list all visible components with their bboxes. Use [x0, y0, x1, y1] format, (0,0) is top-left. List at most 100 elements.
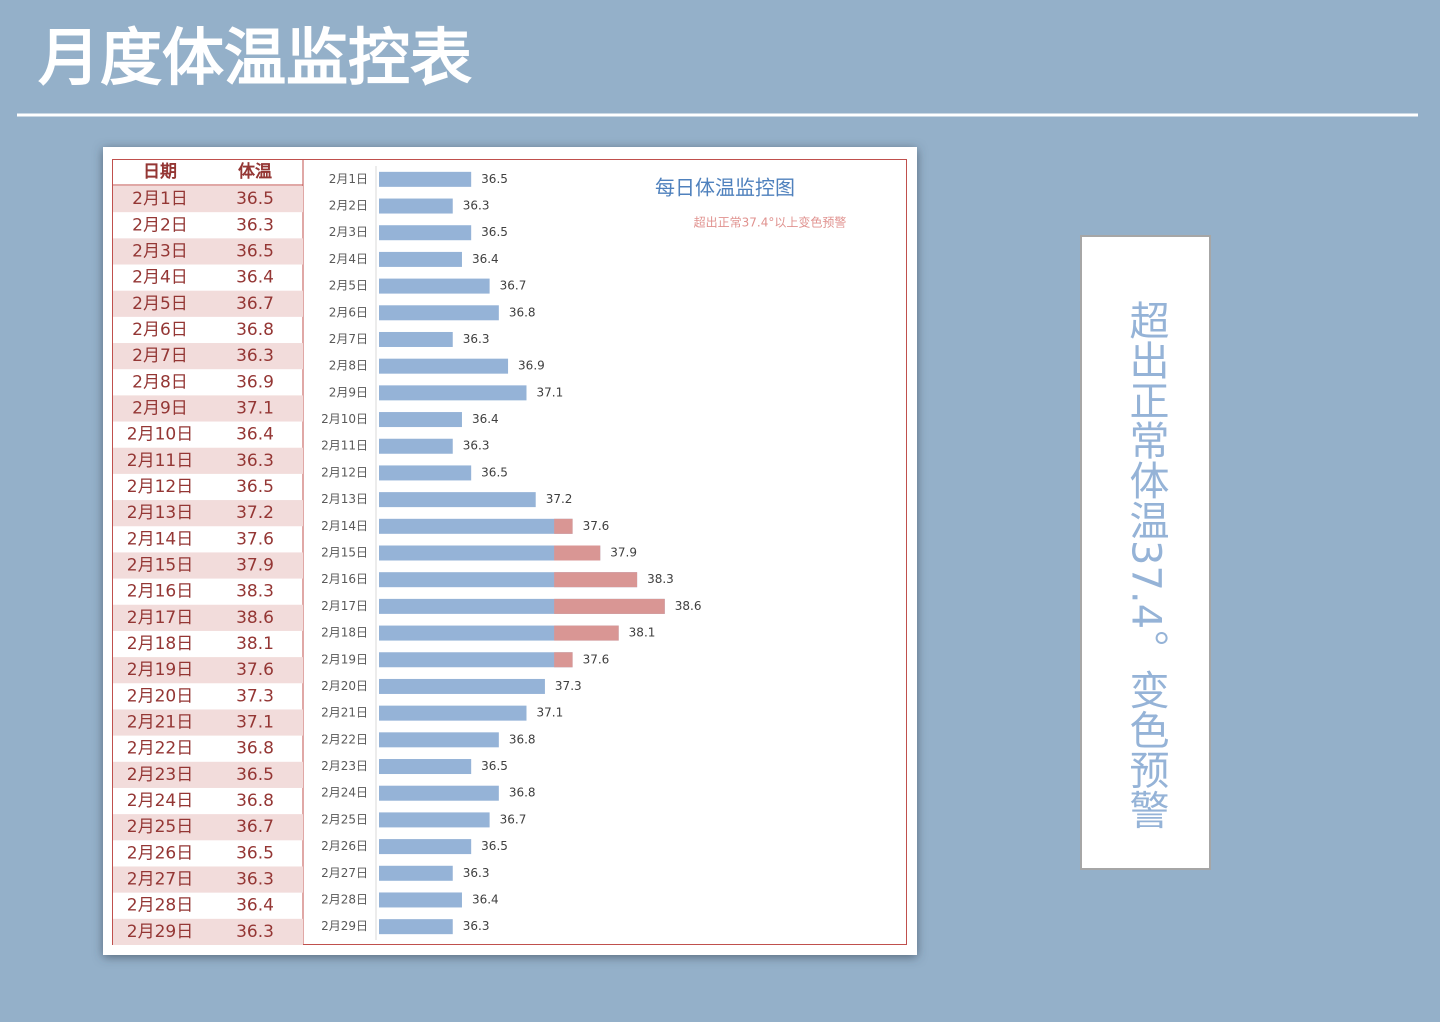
bar — [379, 545, 601, 561]
bar — [379, 278, 490, 294]
table-date: 2月24日 — [127, 791, 193, 811]
value-label: 36.5 — [481, 465, 508, 479]
y-tick-label: 2月14日 — [321, 519, 368, 533]
bar — [379, 518, 573, 534]
y-tick-label: 2月4日 — [329, 252, 368, 266]
chart-subtitle: 超出正常37.4°以上变色预警 — [694, 215, 847, 230]
y-tick-label: 2月3日 — [329, 225, 368, 239]
value-label: 36.5 — [481, 172, 508, 186]
value-label: 38.6 — [675, 599, 702, 613]
table-row-bg — [113, 186, 303, 213]
bar — [379, 678, 545, 694]
y-tick-label: 2月25日 — [321, 812, 368, 826]
table-date: 2月6日 — [132, 320, 188, 340]
bar — [379, 171, 472, 187]
page-title: 月度体温监控表 — [38, 21, 472, 94]
value-label: 37.6 — [583, 519, 610, 533]
table-date: 2月20日 — [127, 686, 193, 706]
bar — [379, 732, 499, 748]
table-date: 2月10日 — [127, 425, 193, 445]
y-tick-label: 2月11日 — [321, 439, 368, 453]
table-temp: 37.6 — [236, 529, 274, 549]
note-box: 超出正常体温37.4。变色预警 — [1122, 300, 1169, 830]
value-label: 36.4 — [472, 892, 499, 906]
value-label: 38.1 — [629, 626, 656, 640]
alert-bar — [554, 652, 573, 668]
table-temp: 36.5 — [236, 189, 274, 209]
table-row-bg — [113, 918, 303, 945]
alert-bar — [554, 545, 601, 561]
table-row-bg — [113, 447, 303, 474]
table-date: 2月12日 — [127, 477, 193, 497]
table-row-bg — [113, 343, 303, 370]
table-temp: 36.3 — [236, 451, 274, 471]
table-temp: 37.1 — [236, 398, 274, 418]
bar — [379, 251, 462, 267]
table-date: 2月18日 — [127, 634, 193, 654]
bar — [379, 198, 453, 214]
bar — [379, 785, 499, 801]
table-row-bg — [113, 761, 303, 788]
value-label: 36.7 — [500, 812, 527, 826]
table-temp: 37.1 — [236, 713, 274, 733]
table-date: 2月22日 — [127, 739, 193, 759]
y-tick-label: 2月8日 — [329, 359, 368, 373]
table-temp: 36.3 — [236, 922, 274, 942]
y-tick-label: 2月10日 — [321, 412, 368, 426]
table-temp: 36.8 — [236, 320, 274, 340]
bar — [379, 892, 462, 908]
value-label: 36.3 — [463, 332, 490, 346]
y-tick-label: 2月17日 — [321, 599, 368, 613]
table-row-bg — [113, 290, 303, 317]
bar — [379, 358, 509, 374]
alert-bar — [554, 598, 665, 614]
table-temp: 36.7 — [236, 294, 274, 314]
bar — [379, 839, 472, 855]
value-label: 36.3 — [463, 919, 490, 933]
y-tick-label: 2月23日 — [321, 759, 368, 773]
table-temp: 36.3 — [236, 346, 274, 366]
table-temp: 36.9 — [236, 372, 274, 392]
table-temp: 37.9 — [236, 556, 274, 576]
table-date: 2月5日 — [132, 294, 188, 314]
value-label: 36.7 — [500, 279, 527, 293]
value-label: 36.5 — [481, 225, 508, 239]
table-date: 2月25日 — [127, 817, 193, 837]
table-date: 2月1日 — [132, 189, 188, 209]
value-label: 36.8 — [509, 305, 536, 319]
value-label: 37.2 — [546, 492, 573, 506]
bar — [379, 705, 527, 721]
table-row-bg — [113, 866, 303, 893]
table-temp: 37.6 — [236, 660, 274, 680]
bar — [379, 865, 453, 881]
note-text: 超出正常体温37.4。变色预警 — [1122, 300, 1169, 830]
bar — [379, 492, 536, 508]
table-date: 2月28日 — [127, 896, 193, 916]
table-temp: 36.8 — [236, 791, 274, 811]
table-temp: 36.3 — [236, 870, 274, 890]
y-tick-label: 2月2日 — [329, 199, 368, 213]
y-tick-label: 2月13日 — [321, 492, 368, 506]
alert-bar — [554, 572, 638, 588]
y-tick-label: 2月20日 — [321, 679, 368, 693]
table-row-bg — [113, 500, 303, 527]
y-tick-label: 2月18日 — [321, 626, 368, 640]
table-temp: 36.5 — [236, 477, 274, 497]
value-label: 37.9 — [610, 546, 637, 560]
value-label: 36.4 — [472, 412, 499, 426]
y-tick-label: 2月16日 — [321, 572, 368, 586]
table-date: 2月11日 — [127, 451, 193, 471]
bar — [379, 759, 472, 775]
table-row-bg — [113, 814, 303, 841]
value-label: 36.4 — [472, 252, 499, 266]
table-date: 2月3日 — [132, 241, 188, 261]
table-date: 2月7日 — [132, 346, 188, 366]
y-tick-label: 2月12日 — [321, 465, 368, 479]
value-label: 37.6 — [583, 652, 610, 666]
table-date: 2月4日 — [132, 268, 188, 288]
table-temp: 37.3 — [236, 686, 274, 706]
value-label: 37.3 — [555, 679, 582, 693]
bar — [379, 812, 490, 828]
